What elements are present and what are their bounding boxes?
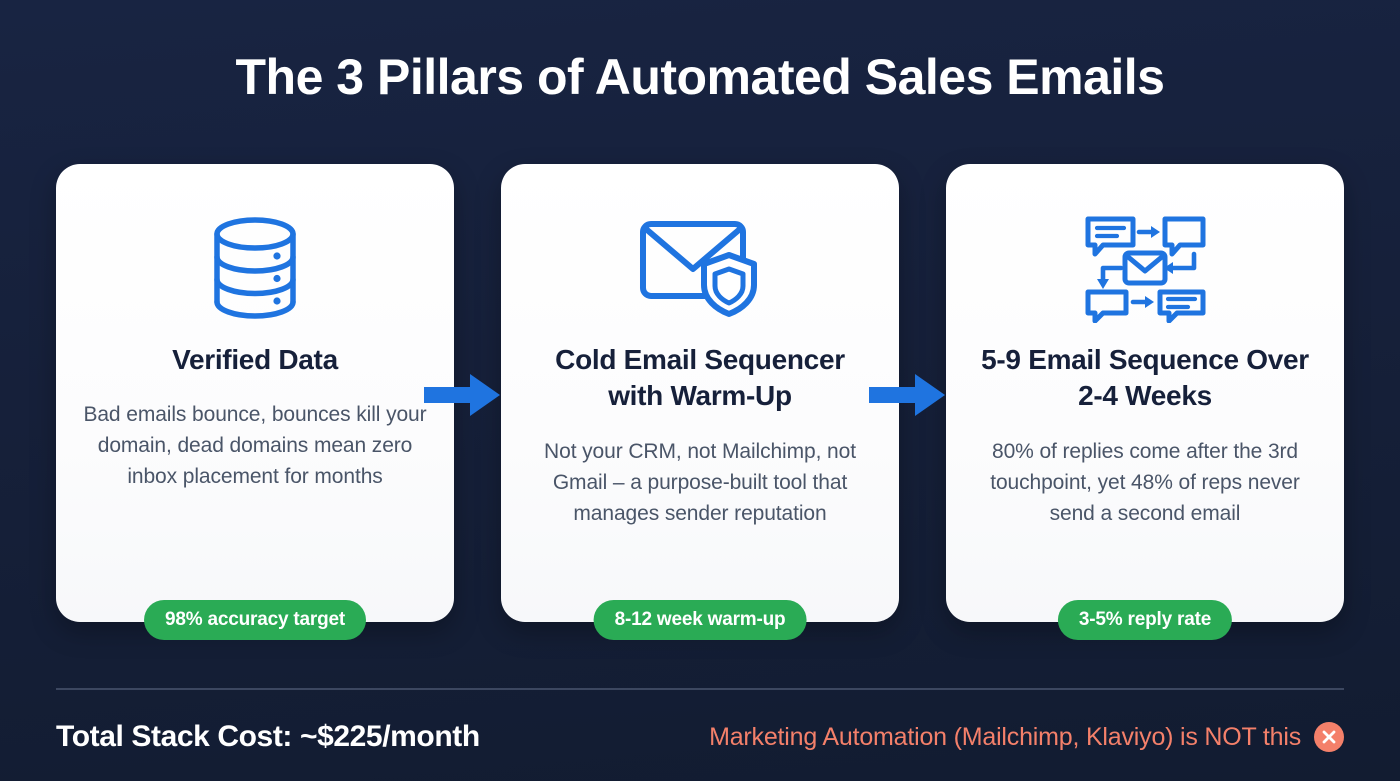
card-title: Verified Data <box>172 344 338 375</box>
card-badge: 3-5% reply rate <box>1057 600 1233 640</box>
pillar-card-cold-email-sequencer: Cold Email Sequencer with Warm-Up Not yo… <box>501 164 899 640</box>
footer-divider <box>56 688 1344 690</box>
card-title: Cold Email Sequencer with Warm-Up <box>555 344 845 412</box>
pillar-card-verified-data: Verified Data Bad emails bounce, bounces… <box>56 164 454 640</box>
card-badge: 98% accuracy target <box>144 600 366 640</box>
arrow-right-icon <box>869 372 945 418</box>
pillar-cards-container: Verified Data Bad emails bounce, bounces… <box>56 164 1344 640</box>
message-sequence-icon <box>1081 208 1209 328</box>
database-icon <box>207 208 303 328</box>
warning-text: Marketing Automation (Mailchimp, Klaviyo… <box>709 722 1301 751</box>
card-title: 5-9 Email Sequence Over 2-4 Weeks <box>981 344 1309 412</box>
card-description: Bad emails bounce, bounces kill your dom… <box>83 403 427 489</box>
card-badge: 8-12 week warm-up <box>593 600 807 640</box>
email-shield-icon <box>636 208 764 328</box>
footer: Total Stack Cost: ~$225/month Marketing … <box>56 706 1344 768</box>
page-title: The 3 Pillars of Automated Sales Emails <box>235 49 1165 105</box>
total-stack-cost-label: Total Stack Cost: ~$225/month <box>56 720 480 753</box>
circle-x-icon <box>1314 722 1344 752</box>
card-description: Not your CRM, not Mailchimp, not Gmail –… <box>544 439 856 525</box>
marketing-automation-warning: Marketing Automation (Mailchimp, Klaviyo… <box>709 722 1344 752</box>
arrow-right-icon <box>424 372 500 418</box>
card-description: 80% of replies come after the 3rd touchp… <box>990 439 1300 525</box>
pillar-card-email-sequence: 5-9 Email Sequence Over 2-4 Weeks 80% of… <box>946 164 1344 640</box>
